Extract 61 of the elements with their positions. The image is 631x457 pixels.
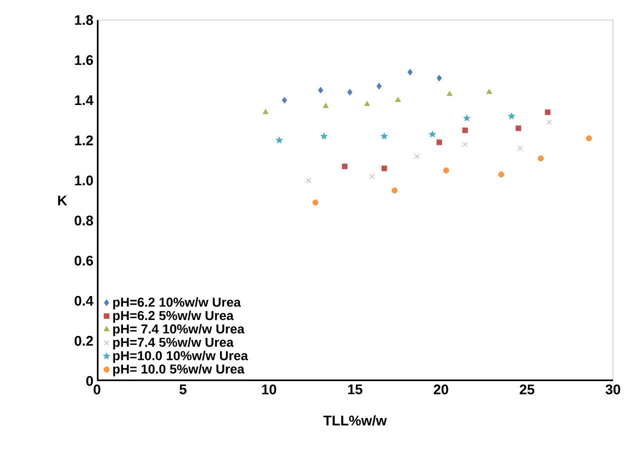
point (436, 140, 442, 146)
x-tick-label: 5 (180, 384, 187, 394)
legend-label: pH=7.4 5%w/w Urea (113, 337, 234, 350)
point (486, 88, 492, 94)
point (428, 130, 436, 138)
point (322, 102, 329, 108)
y-tick-label: 1.6 (74, 55, 93, 66)
point (518, 146, 523, 151)
point (376, 82, 382, 90)
y-tick-label: 0 (86, 376, 93, 386)
point (276, 136, 284, 144)
x-tick-label: 15 (348, 384, 362, 394)
point (262, 108, 269, 114)
point (462, 128, 468, 134)
point (586, 135, 592, 142)
point (381, 166, 388, 172)
y-tick-label: 0.2 (74, 336, 93, 346)
y-tick-label: 0.8 (74, 216, 94, 226)
point (380, 132, 388, 140)
x-tick-label: 10 (262, 384, 276, 394)
point (392, 187, 398, 194)
y-tick-label: 1.0 (74, 175, 93, 186)
point (498, 171, 504, 178)
x-tick-label: 0 (94, 384, 100, 394)
point (463, 114, 471, 122)
point (538, 155, 544, 162)
y-tick-label: 1.4 (74, 95, 94, 106)
x-axis-title: TLL%w/w (323, 415, 387, 426)
point (306, 178, 312, 183)
legend-label: pH=6.2 10%w/w Urea (113, 297, 241, 310)
point (516, 126, 522, 132)
y-tick-label: 1.2 (74, 135, 93, 146)
point (364, 100, 370, 106)
legend-label: pH=10.0 10%w/w Urea (113, 350, 248, 363)
point (414, 154, 420, 159)
point (546, 120, 552, 125)
point (282, 96, 288, 104)
x-tick-label: 20 (434, 384, 448, 394)
y-tick-label: 0.4 (74, 296, 94, 306)
legend-label: pH= 10.0 5%w/w Urea (113, 364, 245, 376)
point (395, 96, 401, 102)
point (370, 174, 375, 179)
point (347, 88, 352, 96)
point (462, 142, 468, 147)
y-axis-title: K (58, 196, 68, 206)
point (342, 164, 348, 170)
point (436, 74, 442, 82)
x-tick-label: 30 (606, 384, 620, 394)
point (312, 200, 318, 206)
y-tick-label: 1.8 (74, 15, 94, 25)
legend-label: pH=6.2 5%w/w Urea (113, 310, 234, 323)
y-tick-label: 0.6 (74, 256, 93, 266)
legend-label: pH= 7.4 10%w/w Urea (113, 324, 245, 336)
point (508, 112, 516, 120)
point (318, 86, 324, 94)
x-tick-label: 25 (520, 384, 534, 394)
point (320, 132, 328, 140)
point (443, 167, 450, 174)
point (544, 109, 550, 116)
point (407, 68, 413, 76)
point (446, 90, 453, 96)
